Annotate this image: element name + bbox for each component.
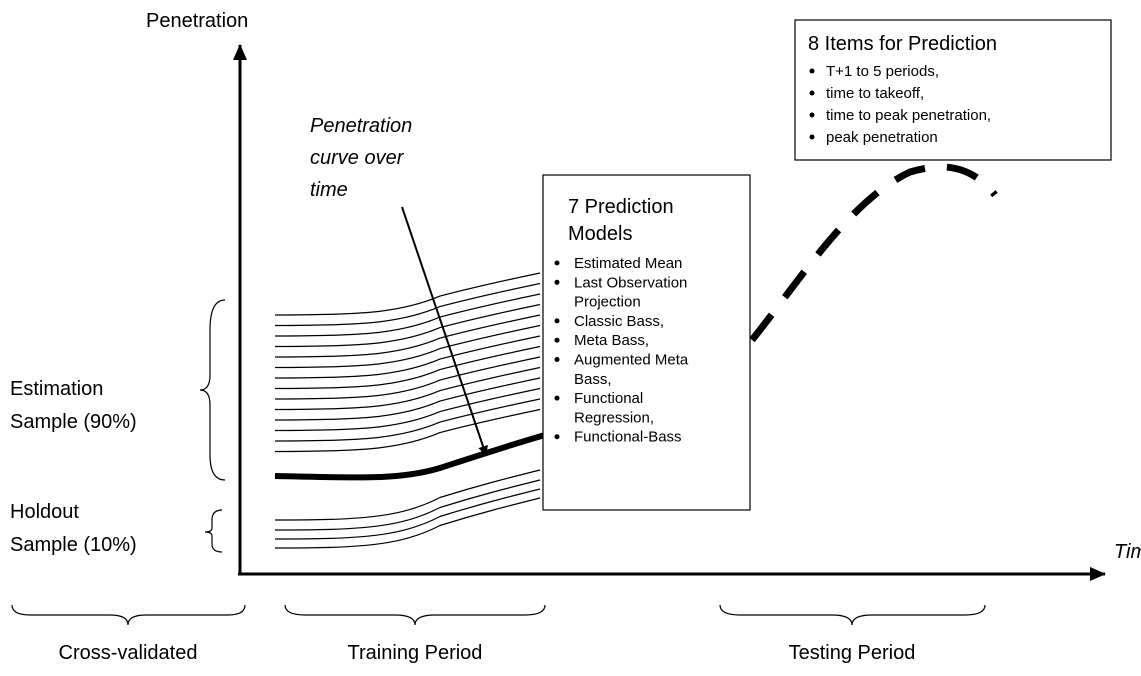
thin-curve: [274, 469, 541, 521]
list-item: peak penetration: [826, 129, 938, 146]
period-label: Cross-validated: [59, 642, 198, 664]
bold-curve: [274, 432, 546, 481]
thin-curve: [274, 345, 541, 390]
layout: [11, 19, 1112, 626]
brace: [719, 604, 986, 626]
bullet: [554, 318, 560, 324]
list-item: Augmented Meta: [574, 352, 689, 369]
bullet: [554, 337, 560, 343]
thin-curve: [274, 324, 541, 369]
list-item: Projection: [574, 294, 641, 311]
thin-curve: [274, 488, 541, 540]
note-arrow: [401, 206, 488, 456]
period-label: Training Period: [348, 642, 483, 664]
group-label: Estimation: [10, 378, 103, 400]
period-label: Testing Period: [789, 642, 916, 664]
thin-curve: [274, 272, 541, 316]
bullet: [809, 68, 815, 74]
thin-curve: [274, 314, 541, 358]
note: curve over: [310, 147, 405, 169]
bullet: [554, 395, 560, 401]
thin-curve: [274, 335, 541, 379]
box-title: Models: [568, 223, 632, 245]
brace: [11, 604, 246, 626]
brace: [204, 509, 223, 553]
bullet: [809, 134, 815, 140]
thin-curve: [274, 497, 541, 549]
bullet: [809, 90, 815, 96]
list-item: Last Observation: [574, 274, 687, 291]
thin-curve: [274, 398, 541, 442]
note: Penetration: [310, 115, 412, 137]
list-item: Estimated Mean: [574, 255, 682, 272]
list-item: T+1 to 5 periods,: [826, 63, 939, 80]
list-item: Functional-Bass: [574, 429, 682, 446]
thin-curve: [274, 366, 541, 411]
bullet: [554, 279, 560, 285]
thin-curve: [274, 282, 541, 327]
list-item: Regression,: [574, 409, 654, 426]
thin-curve: [274, 303, 541, 348]
list-item: time to takeoff,: [826, 85, 924, 102]
group-label: Holdout: [10, 501, 79, 523]
list-item: Functional: [574, 390, 643, 407]
x-axis-label: Time: [1114, 541, 1141, 563]
list-item: Classic Bass,: [574, 313, 664, 330]
note: time: [310, 179, 348, 201]
thin-curve: [274, 408, 541, 453]
group-label: Sample (90%): [10, 411, 137, 433]
bullet: [809, 112, 815, 118]
box-title: 8 Items for Prediction: [808, 33, 997, 55]
thin-curve: [274, 293, 541, 337]
box-title: 7 Prediction: [568, 196, 674, 218]
thin-curve: [274, 479, 541, 531]
forecast-curve: [749, 163, 998, 343]
bullet: [554, 434, 560, 440]
thin-curve: [274, 377, 541, 421]
models-box: [542, 174, 751, 511]
bullet: [554, 260, 560, 266]
list-item: time to peak penetration,: [826, 107, 991, 124]
group-label: Sample (10%): [10, 534, 137, 556]
items-box: [794, 19, 1112, 161]
list-item: Meta Bass,: [574, 332, 649, 349]
brace: [284, 604, 546, 626]
brace: [199, 299, 226, 481]
list-item: Bass,: [574, 371, 612, 388]
thin-curve: [274, 387, 541, 432]
y-axis-label: Penetration: [146, 10, 248, 32]
bullet: [554, 357, 560, 362]
thin-curve: [274, 356, 541, 400]
